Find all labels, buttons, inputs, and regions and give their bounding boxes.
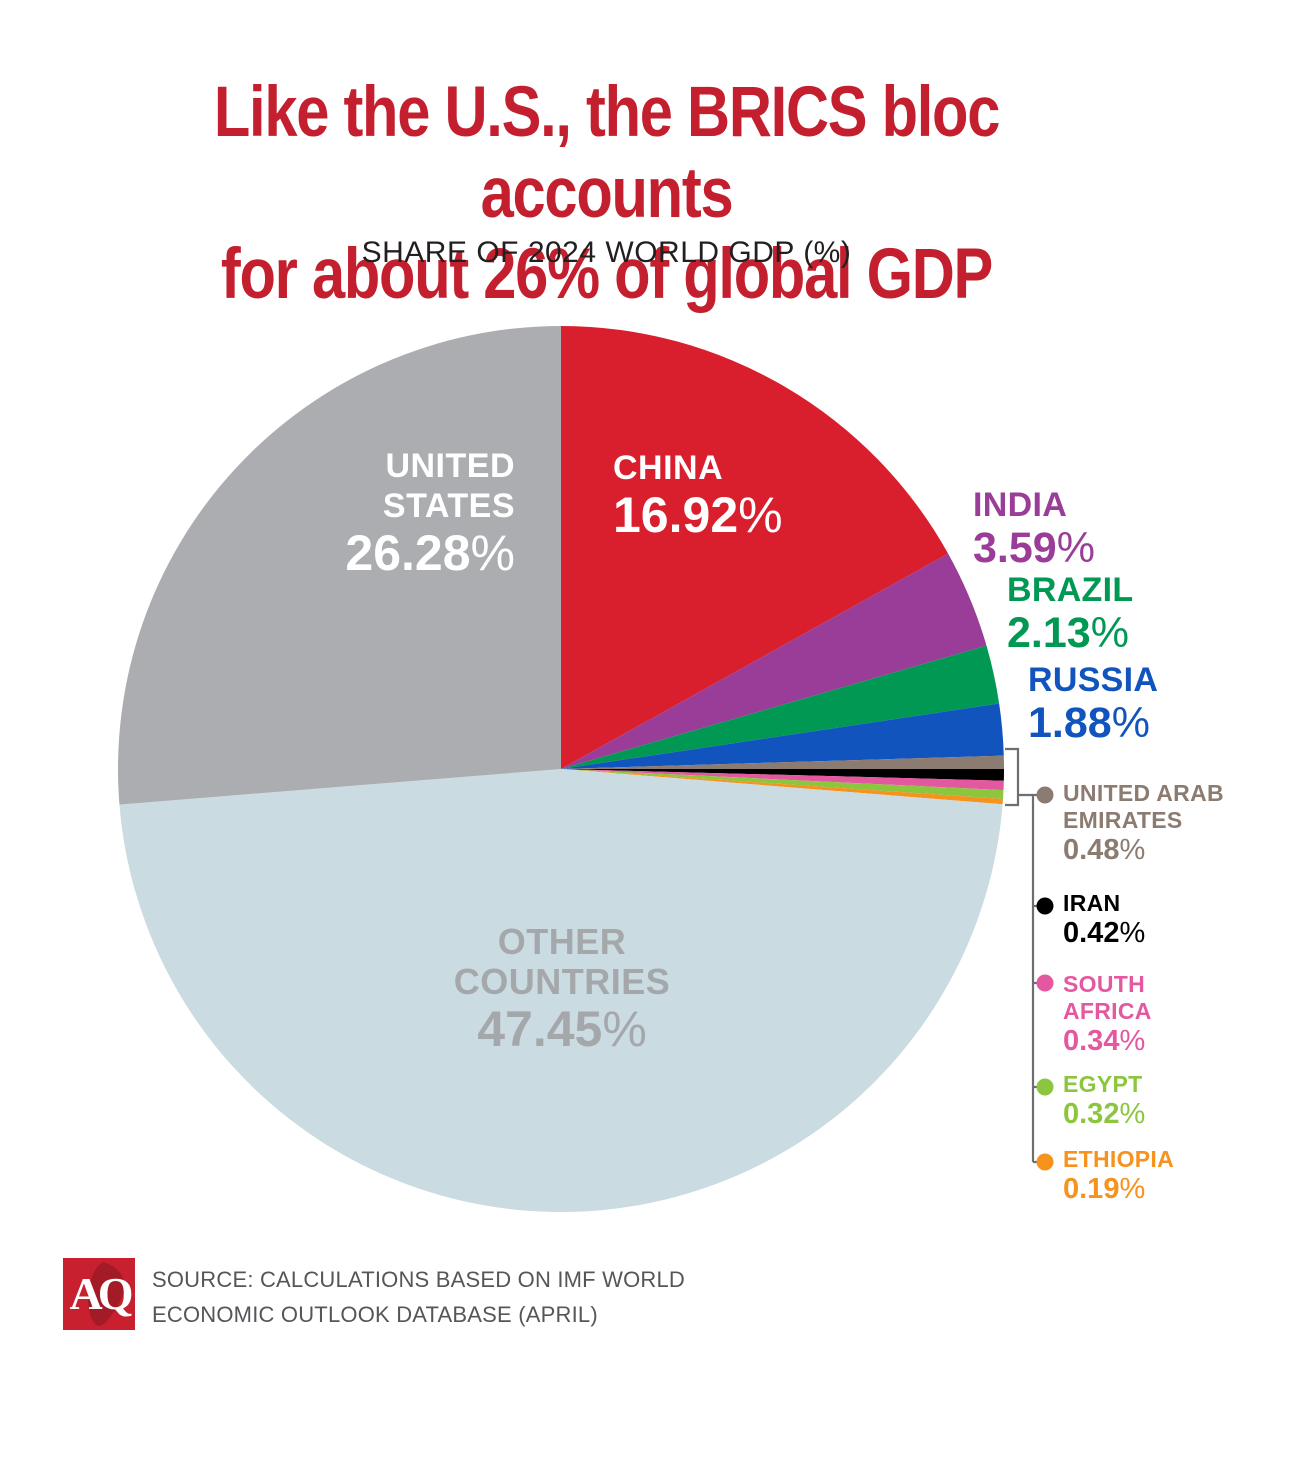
uae-value: 0.48% xyxy=(1063,834,1241,867)
legend-dot-iran xyxy=(1036,897,1054,915)
pie-slice-united-arab-emirates xyxy=(561,755,1004,769)
pie-slice-other-countries xyxy=(119,769,1003,1213)
percent-sign: % xyxy=(1056,524,1095,572)
pie-slice-egypt xyxy=(561,769,1004,800)
united-states-name: UNITED STATES xyxy=(382,447,515,525)
percent-sign: % xyxy=(470,525,515,581)
legend-item-ethiopia: ETHIOPIA 0.19% xyxy=(1063,1146,1174,1206)
other-countries-value-number: 47.45 xyxy=(477,1001,603,1057)
percent-sign: % xyxy=(1119,834,1146,866)
aq-logo-text: AQ xyxy=(69,1268,134,1319)
aq-logo: AQ xyxy=(63,1258,135,1330)
other-countries-name: OTHER COUNTRIES xyxy=(453,921,671,1002)
label-united-states: UNITED STATES 26.28% xyxy=(303,446,515,580)
south-africa-value-number: 0.34 xyxy=(1063,1025,1120,1057)
page-title-line-1: Like the U.S., the BRICS bloc accounts xyxy=(213,73,1001,233)
legend-item-iran: IRAN 0.42% xyxy=(1063,890,1145,950)
percent-sign: % xyxy=(1111,699,1150,747)
label-russia: RUSSIA 1.88% xyxy=(1028,661,1158,747)
pie-slice-ethiopia xyxy=(561,769,1003,805)
ethiopia-value: 0.19% xyxy=(1063,1173,1174,1206)
page-title: Like the U.S., the BRICS bloc accounts f… xyxy=(97,72,1116,315)
legend-item-south-africa: SOUTH AFRICA 0.34% xyxy=(1063,971,1173,1058)
percent-sign: % xyxy=(602,1001,647,1057)
egypt-value: 0.32% xyxy=(1063,1098,1145,1131)
india-name: INDIA xyxy=(973,486,1068,524)
percent-sign: % xyxy=(738,487,783,543)
egypt-name: EGYPT xyxy=(1063,1071,1143,1097)
iran-value: 0.42% xyxy=(1063,917,1145,950)
legend-connectors xyxy=(1005,747,1040,1164)
united-states-value: 26.28% xyxy=(303,526,515,580)
legend-dot-ethiopia xyxy=(1036,1153,1054,1171)
south-america-map-icon xyxy=(88,1262,125,1326)
russia-name: RUSSIA xyxy=(1028,661,1159,699)
russia-value: 1.88% xyxy=(1028,699,1158,747)
china-value: 16.92% xyxy=(613,488,783,542)
pie-slices-group xyxy=(117,325,1004,1213)
legend-dot-egypt xyxy=(1036,1078,1054,1096)
iran-name: IRAN xyxy=(1063,890,1121,916)
pie-slice-brazil xyxy=(561,645,1000,769)
south-africa-value: 0.34% xyxy=(1063,1025,1173,1058)
legend-item-egypt: EGYPT 0.32% xyxy=(1063,1071,1145,1131)
legend-dots-group xyxy=(1036,786,1054,1171)
india-value: 3.59% xyxy=(973,524,1095,572)
pie-slice-iran xyxy=(561,769,1004,781)
page-title-line-2: for about 26% of global GDP xyxy=(220,235,993,314)
ethiopia-name: ETHIOPIA xyxy=(1063,1146,1175,1172)
source-line-2: ECONOMIC OUTLOOK DATABASE (APRIL) xyxy=(152,1302,598,1327)
chart-subtitle: SHARE OF 2024 WORLD GDP (%) xyxy=(361,236,852,269)
legend-item-united-arab-emirates: UNITED ARAB EMIRATES 0.48% xyxy=(1063,780,1241,867)
united-states-value-number: 26.28 xyxy=(345,525,471,581)
pie-slice-united-states xyxy=(117,326,561,805)
legend-dot-south-africa xyxy=(1036,974,1054,992)
egypt-value-number: 0.32 xyxy=(1063,1098,1120,1130)
brazil-value-number: 2.13 xyxy=(1007,609,1091,657)
india-value-number: 3.59 xyxy=(973,524,1057,572)
russia-value-number: 1.88 xyxy=(1028,699,1112,747)
source-note: SOURCE: CALCULATIONS BASED ON IMF WORLD … xyxy=(152,1262,685,1332)
percent-sign: % xyxy=(1119,1025,1146,1057)
uae-name: UNITED ARAB EMIRATES xyxy=(1063,780,1224,833)
other-countries-value: 47.45% xyxy=(412,1002,712,1056)
source-line-1: SOURCE: CALCULATIONS BASED ON IMF WORLD xyxy=(152,1267,686,1292)
pie-slice-china xyxy=(561,325,949,769)
legend-dot-united-arab-emirates xyxy=(1036,786,1054,804)
percent-sign: % xyxy=(1119,917,1146,949)
percent-sign: % xyxy=(1090,609,1129,657)
pie-slice-india xyxy=(561,553,987,769)
label-india: INDIA 3.59% xyxy=(973,486,1095,572)
pie-slice-russia xyxy=(561,703,1004,769)
pie-slice-south-africa xyxy=(561,769,1004,791)
south-africa-name: SOUTH AFRICA xyxy=(1063,971,1152,1024)
label-brazil: BRAZIL 2.13% xyxy=(1007,571,1133,657)
brazil-name: BRAZIL xyxy=(1007,571,1134,609)
south-america-shape xyxy=(88,1262,125,1326)
label-china: CHINA 16.92% xyxy=(613,448,783,542)
china-value-number: 16.92 xyxy=(613,487,739,543)
china-name: CHINA xyxy=(613,449,724,487)
brazil-value: 2.13% xyxy=(1007,609,1133,657)
uae-value-number: 0.48 xyxy=(1063,834,1120,866)
percent-sign: % xyxy=(1119,1098,1146,1130)
label-other-countries: OTHER COUNTRIES 47.45% xyxy=(412,921,712,1057)
legend-bracket xyxy=(1005,747,1020,807)
iran-value-number: 0.42 xyxy=(1063,917,1120,949)
percent-sign: % xyxy=(1119,1173,1146,1205)
ethiopia-value-number: 0.19 xyxy=(1063,1173,1120,1205)
